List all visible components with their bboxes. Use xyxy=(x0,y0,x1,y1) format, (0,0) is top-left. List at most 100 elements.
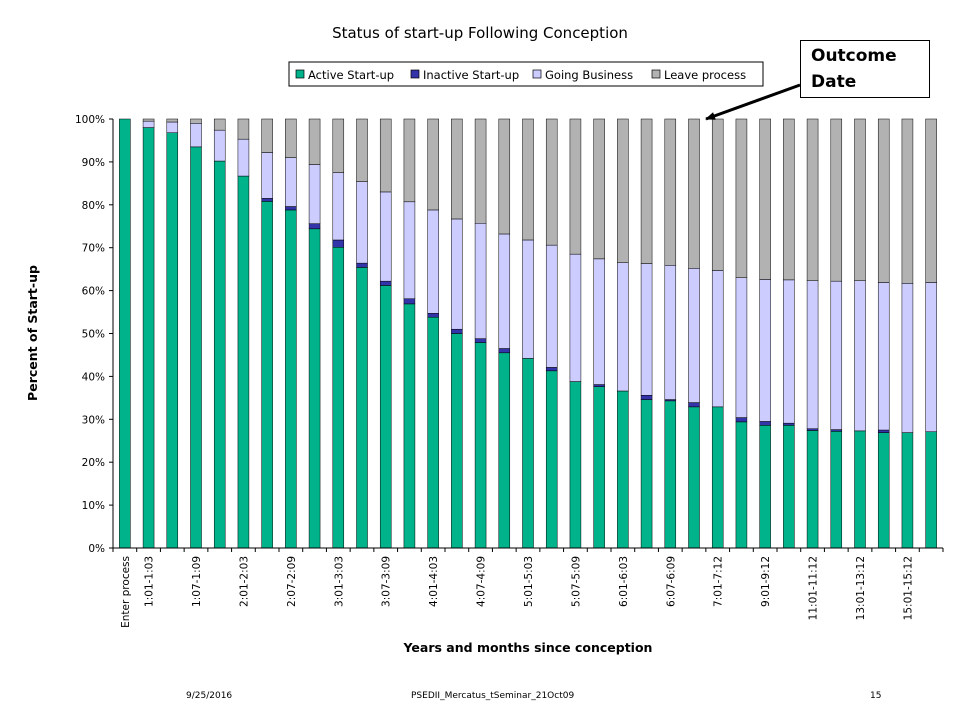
bar-segment xyxy=(356,181,368,264)
footer-page-number: 15 xyxy=(870,691,882,701)
bar-stack xyxy=(688,118,700,549)
outcome-arrow xyxy=(705,83,801,121)
legend: Active Start-up Inactive Start-up Going Bu… xyxy=(288,61,764,87)
bar-segment xyxy=(640,395,653,400)
bar-stack xyxy=(522,118,534,549)
bar-segment xyxy=(569,381,582,549)
bar-segment xyxy=(427,118,439,211)
y-tick-label: 80% xyxy=(82,200,105,212)
bar-stack xyxy=(285,118,297,549)
legend-label: Going Business xyxy=(545,68,633,82)
bar-segment xyxy=(190,123,202,148)
bar-segment xyxy=(379,285,392,549)
bar-segment xyxy=(783,118,795,281)
legend-label: Leave process xyxy=(664,68,746,82)
bar-stack xyxy=(664,118,677,549)
bar-segment xyxy=(806,430,819,549)
bar-segment xyxy=(474,342,487,549)
bar-segment xyxy=(783,279,795,424)
legend-swatch xyxy=(651,69,661,79)
bar-segment xyxy=(901,283,914,433)
bar-segment xyxy=(593,386,605,549)
y-tick-labels: 0% 10% 20% 30% 40% 50% 60% 70% 80% 90% 100% xyxy=(75,114,105,555)
bar-segment xyxy=(925,282,937,432)
x-tick-label: 4:07-4:09 xyxy=(476,556,488,607)
bar-segment xyxy=(451,328,463,334)
y-axis-label: Percent of Start-up xyxy=(25,265,40,401)
bar-segment xyxy=(474,222,487,339)
bar-segment xyxy=(759,425,771,549)
bar-segment xyxy=(379,280,392,286)
bar-segment xyxy=(142,120,155,128)
footer-presentation-name: PSEDII_Mercatus_tSeminar_21Oct09 xyxy=(411,691,575,701)
bar-segment xyxy=(261,198,273,202)
bars xyxy=(119,118,937,549)
bar-segment xyxy=(877,282,890,431)
bar-segment xyxy=(213,129,226,162)
bar-segment xyxy=(640,118,653,264)
bar-segment xyxy=(640,263,653,396)
bar-segment xyxy=(190,146,202,549)
bar-segment xyxy=(593,258,605,385)
bar-segment xyxy=(877,432,890,549)
x-tick-label: 11:01-11:12 xyxy=(808,556,820,620)
bar-stack xyxy=(119,118,131,549)
bar-segment xyxy=(498,118,511,235)
bar-segment xyxy=(451,333,463,549)
bar-segment xyxy=(664,118,677,266)
bar-segment xyxy=(142,118,155,122)
y-tick-label: 60% xyxy=(82,286,105,298)
bar-segment xyxy=(285,209,297,549)
x-tick-label: 9:01-9:12 xyxy=(760,556,772,607)
bar-segment xyxy=(759,118,771,280)
y-tick-label: 100% xyxy=(75,114,105,126)
bar-segment xyxy=(498,233,511,349)
legend-label: Active Start-up xyxy=(308,68,394,82)
bar-segment xyxy=(403,201,416,300)
x-tick-label: 6:01-6:03 xyxy=(618,556,630,607)
bar-stack xyxy=(617,118,629,549)
x-tick-label: Enter process xyxy=(120,556,132,628)
bar-segment xyxy=(545,118,558,246)
bar-segment xyxy=(403,303,416,549)
bar-segment xyxy=(759,279,771,422)
bar-segment xyxy=(735,421,748,549)
bar-segment xyxy=(308,223,321,230)
bar-segment xyxy=(664,400,677,549)
bar-segment xyxy=(854,280,866,432)
bar-stack xyxy=(830,118,843,549)
bar-segment xyxy=(759,421,771,426)
bar-stack xyxy=(451,118,463,549)
bar-stack xyxy=(569,118,582,549)
bar-stack xyxy=(474,118,487,549)
outcome-date-annotation: Outcome Date xyxy=(800,40,930,98)
bar-segment xyxy=(688,402,700,408)
bar-segment xyxy=(640,399,653,549)
x-axis-label: Years and months since conception xyxy=(403,640,653,655)
bar-segment xyxy=(711,270,724,408)
bar-stack xyxy=(403,118,416,549)
bar-stack xyxy=(901,118,914,549)
bar-segment xyxy=(925,431,937,549)
bar-segment xyxy=(593,118,605,260)
bar-segment xyxy=(237,175,250,549)
bar-segment xyxy=(735,118,748,278)
bar-segment xyxy=(356,262,368,268)
bar-stack xyxy=(545,118,558,549)
bar-segment xyxy=(877,118,890,283)
bar-segment xyxy=(617,118,629,263)
bar-segment xyxy=(711,118,724,271)
bar-segment xyxy=(166,118,179,123)
bar-stack xyxy=(877,118,890,549)
bar-segment xyxy=(830,431,843,549)
bar-segment xyxy=(735,417,748,423)
annotation-line1: Outcome xyxy=(811,46,897,66)
bar-segment xyxy=(925,118,937,283)
bar-segment xyxy=(356,118,368,182)
x-tick-label: 6:07-6:09 xyxy=(665,556,677,607)
bar-stack xyxy=(806,118,819,549)
bar-segment xyxy=(522,118,534,241)
bar-segment xyxy=(379,118,392,193)
y-tick-label: 90% xyxy=(82,157,105,169)
bar-segment xyxy=(474,118,487,224)
